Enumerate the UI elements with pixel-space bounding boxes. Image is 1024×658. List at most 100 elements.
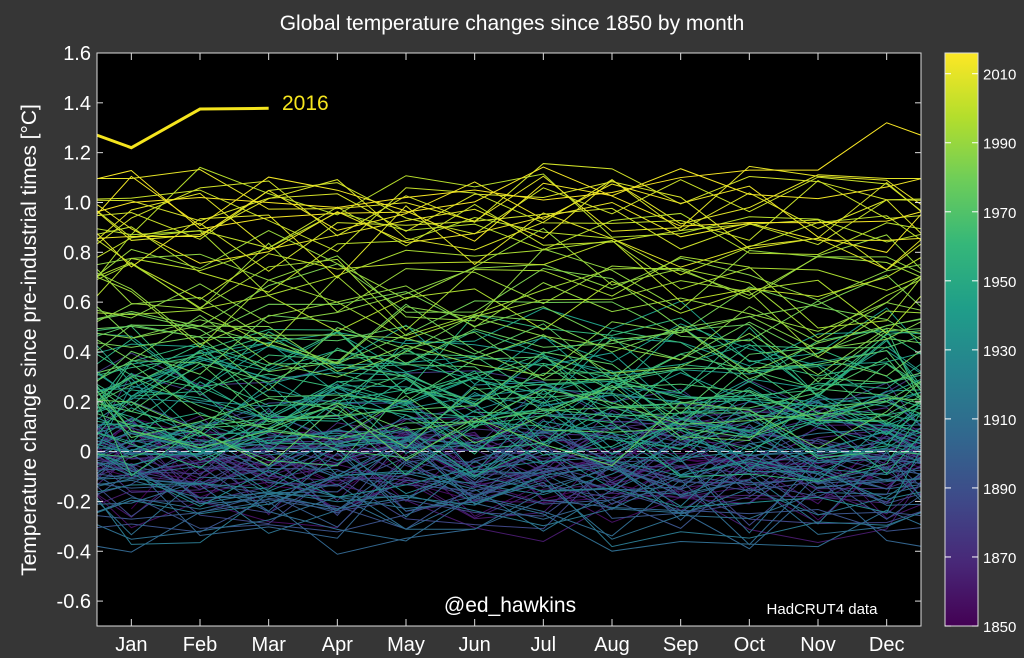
year-line-1969 <box>97 351 921 404</box>
year-line-1974 <box>97 372 921 449</box>
x-tick-label: Sep <box>663 634 699 656</box>
year-line-1893 <box>97 468 921 533</box>
colorbar-tick-label: 1950 <box>983 274 1016 291</box>
year-line-2008 <box>97 205 921 279</box>
year-line-1975 <box>97 362 921 431</box>
year-line-1863 <box>97 424 921 489</box>
colorbar-tick-label: 1870 <box>983 550 1016 567</box>
year-line-1862 <box>97 480 921 544</box>
x-axis: Jan Feb Mar Apr May Jun Jul Aug Sep Oct Nov Dec <box>115 53 904 656</box>
colorbar-tick-label: 2010 <box>983 67 1016 84</box>
year-line-1976 <box>97 380 921 467</box>
colorbar-ticks: 1850 1870 1890 1910 1930 1950 1970 1990 2010 <box>945 67 1016 636</box>
year-line-1904 <box>97 477 921 555</box>
year-line-1955 <box>97 400 921 461</box>
year-line-1941 <box>97 330 921 406</box>
colorbar-tick-label: 1970 <box>983 205 1016 222</box>
year-line-1991 <box>97 242 921 313</box>
year-line-2009 <box>97 174 921 250</box>
x-tick-label: Jan <box>115 634 147 656</box>
year-line-1986 <box>97 296 921 364</box>
year-line-2002 <box>97 179 921 253</box>
year-line-1994 <box>97 256 921 331</box>
year-line-1997 <box>97 211 921 297</box>
year-line-1961 <box>97 330 921 404</box>
y-tick-label: 0.8 <box>63 242 91 264</box>
year-line-1956 <box>97 411 921 482</box>
year-line-1981 <box>97 286 921 348</box>
year-line-1936 <box>97 379 921 457</box>
year-line-1958 <box>97 314 921 392</box>
year-line-2012 <box>97 181 921 253</box>
x-tick-label: Dec <box>869 634 905 656</box>
y-tick-label: 1.6 <box>63 43 91 65</box>
x-tick-label: Aug <box>594 634 630 656</box>
colorbar-tick-label: 1910 <box>983 412 1016 429</box>
year-line-2004 <box>97 207 921 272</box>
x-tick-label: Jul <box>531 634 557 656</box>
year-line-1943 <box>97 323 921 393</box>
year-line-1995 <box>97 230 921 296</box>
year-line-1922 <box>97 428 921 500</box>
highlight-year-label: 2016 <box>282 92 329 115</box>
y-tick-label: 0.4 <box>63 342 91 364</box>
year-line-1983 <box>97 263 921 329</box>
y-tick-label: 1.0 <box>63 192 91 214</box>
y-axis-label: Temperature change since pre-industrial … <box>18 104 41 576</box>
colorbar-tick-label: 1850 <box>983 619 1016 636</box>
year-line-1902 <box>97 448 921 521</box>
year-line-1993 <box>97 267 921 347</box>
author-handle: @ed_hawkins <box>444 594 576 617</box>
y-tick-label: 0 <box>80 442 91 464</box>
year-line-1937 <box>97 356 921 430</box>
year-line-1910 <box>97 463 921 514</box>
y-tick-label: 1.4 <box>63 93 91 115</box>
year-line-1915 <box>97 386 921 462</box>
year-line-1897 <box>97 407 921 484</box>
year-line-1938 <box>97 339 921 417</box>
x-tick-label: May <box>387 634 425 656</box>
year-line-1926 <box>97 381 921 450</box>
y-tick-label: 1.2 <box>63 143 91 165</box>
year-line-1977 <box>97 314 921 383</box>
year-line-1962 <box>97 329 921 399</box>
year-line-1968 <box>97 376 921 441</box>
year-lines <box>97 106 921 555</box>
year-line-2000 <box>97 239 921 303</box>
y-tick-label: -0.6 <box>57 591 91 613</box>
chart-title: Global temperature changes since 1850 by… <box>280 12 745 35</box>
year-line-1992 <box>97 276 921 358</box>
year-line-2015 <box>97 122 921 213</box>
x-tick-label: Feb <box>183 634 217 656</box>
y-tick-label: 0.2 <box>63 392 91 414</box>
year-line-1982 <box>97 314 921 378</box>
year-line-2016 <box>97 106 269 150</box>
plot-frame <box>96 52 922 627</box>
year-line-1988 <box>97 248 921 322</box>
year-line-1972 <box>97 335 921 423</box>
data-source-label: HadCRUT4 data <box>767 601 879 618</box>
year-line-1987 <box>97 257 921 324</box>
year-line-1908 <box>97 479 921 552</box>
year-line-1913 <box>97 447 921 518</box>
year-line-2014 <box>97 166 921 230</box>
colorbar-tick-label: 1990 <box>983 136 1016 153</box>
colorbar-tick-label: 1890 <box>983 481 1016 498</box>
year-line-1984 <box>97 306 921 376</box>
colorbar <box>944 52 979 627</box>
year-line-1985 <box>97 315 921 377</box>
year-line-1998 <box>97 166 921 243</box>
year-line-1857 <box>97 446 921 529</box>
year-line-1905 <box>97 444 921 512</box>
y-tick-label: -0.4 <box>57 541 91 563</box>
year-line-1916 <box>97 449 921 527</box>
year-line-2010 <box>97 165 921 232</box>
y-tick-label: 0.6 <box>63 292 91 314</box>
year-line-1907 <box>97 472 921 546</box>
year-line-1996 <box>97 261 921 335</box>
year-line-1912 <box>97 457 921 534</box>
year-line-1973 <box>97 323 921 392</box>
year-line-1925 <box>97 397 921 477</box>
year-line-1953 <box>97 326 921 397</box>
year-line-1947 <box>97 378 921 454</box>
